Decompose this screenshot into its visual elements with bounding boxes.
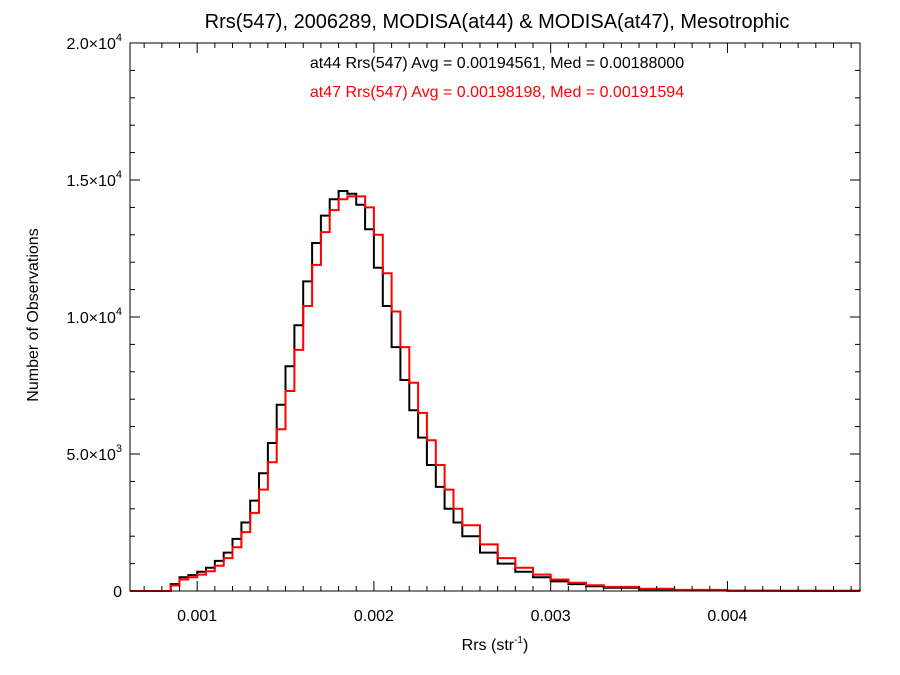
- x-tick-label: 0.003: [531, 608, 571, 625]
- x-tick-label: 0.002: [354, 608, 394, 625]
- y-tick-mantissa: 0: [113, 584, 122, 601]
- annotation-at47: at47 Rrs(547) Avg = 0.00198198, Med = 0.…: [310, 84, 684, 101]
- y-tick-mantissa: 2.0×10: [66, 36, 115, 53]
- y-tick-exponent: 4: [116, 306, 122, 318]
- y-tick-exponent: 4: [116, 169, 122, 181]
- chart-title: Rrs(547), 2006289, MODISA(at44) & MODISA…: [205, 11, 790, 33]
- series-layer: [130, 190, 861, 592]
- series-0-histogram-line: [130, 190, 861, 592]
- y-tick-label: 2.0×104: [66, 32, 122, 53]
- y-tick-label: 5.0×103: [66, 443, 122, 464]
- y-tick-mantissa: 1.0×10: [66, 310, 115, 327]
- series-1-histogram-line: [130, 195, 861, 592]
- x-axis-label-suffix: ): [523, 637, 528, 654]
- y-tick-mantissa: 1.5×10: [66, 173, 115, 190]
- x-axis-label: Rrs (str-1): [462, 635, 529, 654]
- x-tick-label: 0.004: [707, 608, 747, 625]
- y-tick-label: 1.5×104: [66, 169, 122, 190]
- axes-layer: [129, 42, 861, 592]
- x-tick-label: 0.001: [177, 608, 217, 625]
- y-tick-exponent: 3: [116, 443, 122, 455]
- x-axis-label-exponent: -1: [514, 635, 523, 646]
- y-tick-exponent: 4: [116, 32, 122, 44]
- y-tick-label: 1.0×104: [66, 306, 122, 327]
- annotation-at44: at44 Rrs(547) Avg = 0.00194561, Med = 0.…: [310, 55, 684, 72]
- y-tick-mantissa: 5.0×10: [66, 447, 115, 464]
- plot-frame: [129, 42, 861, 592]
- y-tick-label: 0: [113, 584, 122, 601]
- y-axis-label: Number of Observations: [25, 228, 42, 401]
- ticks-layer: 0.001 0.002 0.003 0.00405.0×1031.0×1041.5×1…: [66, 32, 860, 625]
- x-axis-label-main: Rrs (str: [462, 637, 515, 654]
